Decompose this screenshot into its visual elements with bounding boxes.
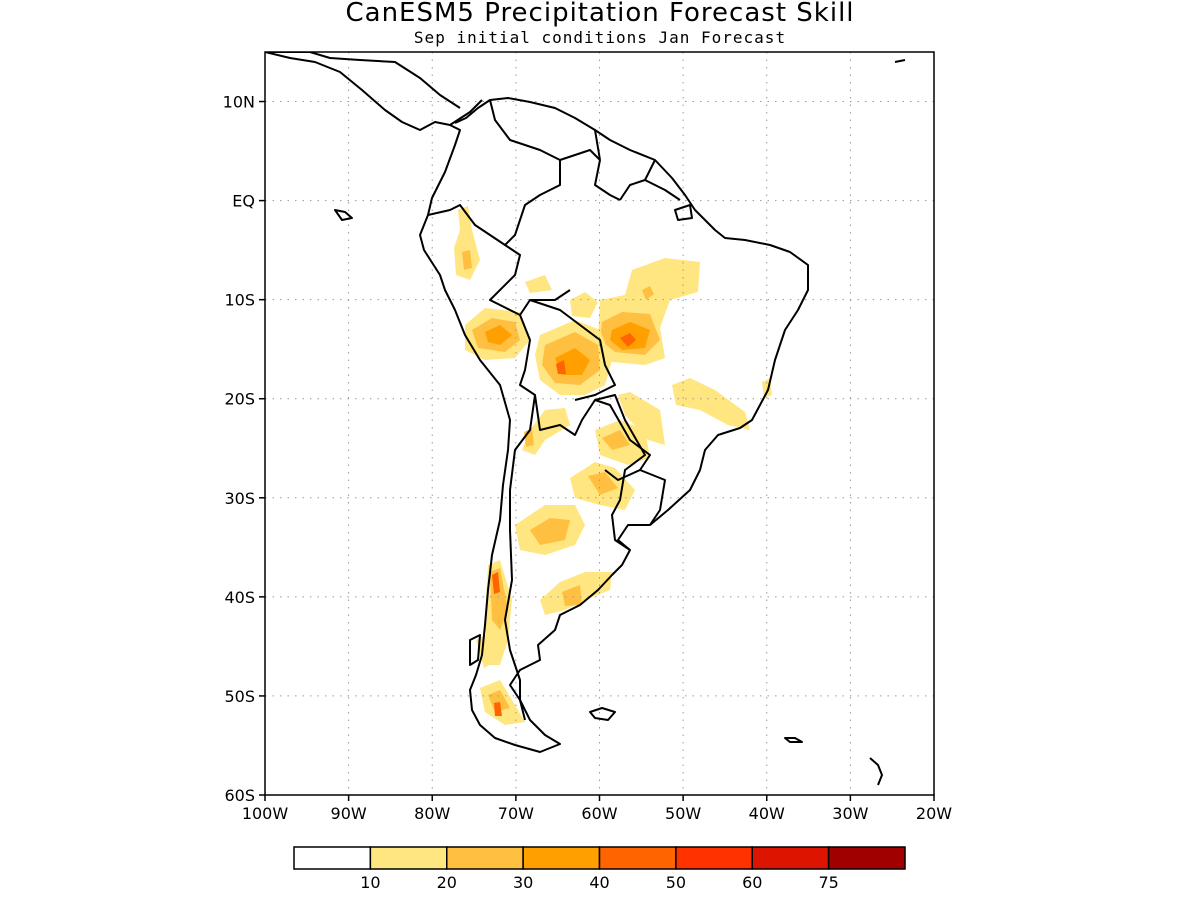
island [869, 757, 883, 786]
latitude-axis: 10N EQ 10S 20S 30S 40S 50S 60S [223, 93, 265, 805]
coastline [265, 52, 906, 786]
colorbar-label: 30 [513, 873, 533, 892]
skill-area [602, 430, 630, 450]
country-border [427, 204, 571, 316]
skill-area [620, 333, 636, 347]
colorbar-swatch [293, 846, 372, 870]
lat-tick-label: 10S [224, 291, 255, 310]
lon-tick-label: 60W [581, 804, 617, 823]
colorbar-label: 10 [360, 873, 380, 892]
island [894, 59, 906, 63]
country-border [519, 314, 646, 551]
skill-area [570, 292, 598, 318]
colorbar-swatch [675, 846, 753, 870]
colorbar-swatch [827, 846, 906, 870]
country-border [594, 399, 651, 481]
colorbar-label: 40 [589, 873, 609, 892]
lat-tick-label: 30S [224, 489, 255, 508]
colorbar-swatch [446, 846, 524, 870]
map-title: CanESM5 Precipitation Forecast Skill [345, 0, 855, 28]
skill-area [454, 206, 480, 280]
country-border [559, 129, 621, 201]
lon-tick-label: 100W [242, 804, 289, 823]
island [589, 707, 616, 721]
skill-area [524, 428, 534, 447]
skill-area [485, 325, 512, 345]
skill-area [494, 702, 502, 716]
country-border [529, 299, 616, 401]
lat-tick-label: 10N [223, 93, 255, 112]
skill-area [530, 518, 570, 545]
lon-tick-label: 50W [665, 804, 701, 823]
longitude-axis: 100W 90W 80W 70W 60W 50W 40W 30W 20W [242, 795, 952, 823]
skill-area [618, 392, 665, 445]
lat-tick-label: 40S [224, 588, 255, 607]
skill-area [492, 572, 500, 594]
colorbar-label: 60 [742, 873, 762, 892]
lon-tick-label: 30W [832, 804, 868, 823]
island [674, 204, 693, 221]
skill-area [462, 250, 472, 270]
country-border [504, 394, 536, 721]
colorbar: 10 20 30 40 50 60 75 [293, 846, 906, 892]
lon-tick-label: 40W [749, 804, 785, 823]
skill-area [642, 286, 654, 300]
skill-area [522, 408, 570, 455]
lat-tick-label: 50S [224, 687, 255, 706]
lat-tick-label: EQ [232, 192, 255, 211]
country-border [619, 159, 681, 201]
skill-area [556, 360, 566, 374]
lon-tick-label: 70W [498, 804, 534, 823]
colorbar-label: 75 [818, 873, 838, 892]
island [469, 634, 481, 666]
island [784, 737, 803, 743]
colorbar-swatch [369, 846, 448, 870]
lon-tick-label: 90W [331, 804, 367, 823]
colorbar-label: 20 [437, 873, 457, 892]
colorbar-swatch [598, 846, 677, 870]
colorbar-swatch [751, 846, 830, 870]
colorbar-label: 50 [666, 873, 686, 892]
skill-shading [454, 206, 772, 725]
country-border [489, 99, 561, 246]
lon-tick-label: 20W [916, 804, 952, 823]
map-subtitle: Sep initial conditions Jan Forecast [413, 28, 787, 47]
south-america-coast [419, 97, 809, 753]
skill-area [488, 690, 510, 712]
colorbar-swatch [522, 846, 601, 870]
country-border [639, 469, 666, 526]
island [334, 209, 353, 221]
lon-tick-label: 80W [414, 804, 450, 823]
skill-area [562, 585, 582, 606]
skill-area [525, 275, 552, 293]
skill-area [672, 378, 750, 430]
lat-tick-label: 60S [224, 786, 255, 805]
skill-area [588, 472, 618, 495]
central-america-coast [265, 52, 483, 131]
lat-tick-label: 20S [224, 390, 255, 409]
